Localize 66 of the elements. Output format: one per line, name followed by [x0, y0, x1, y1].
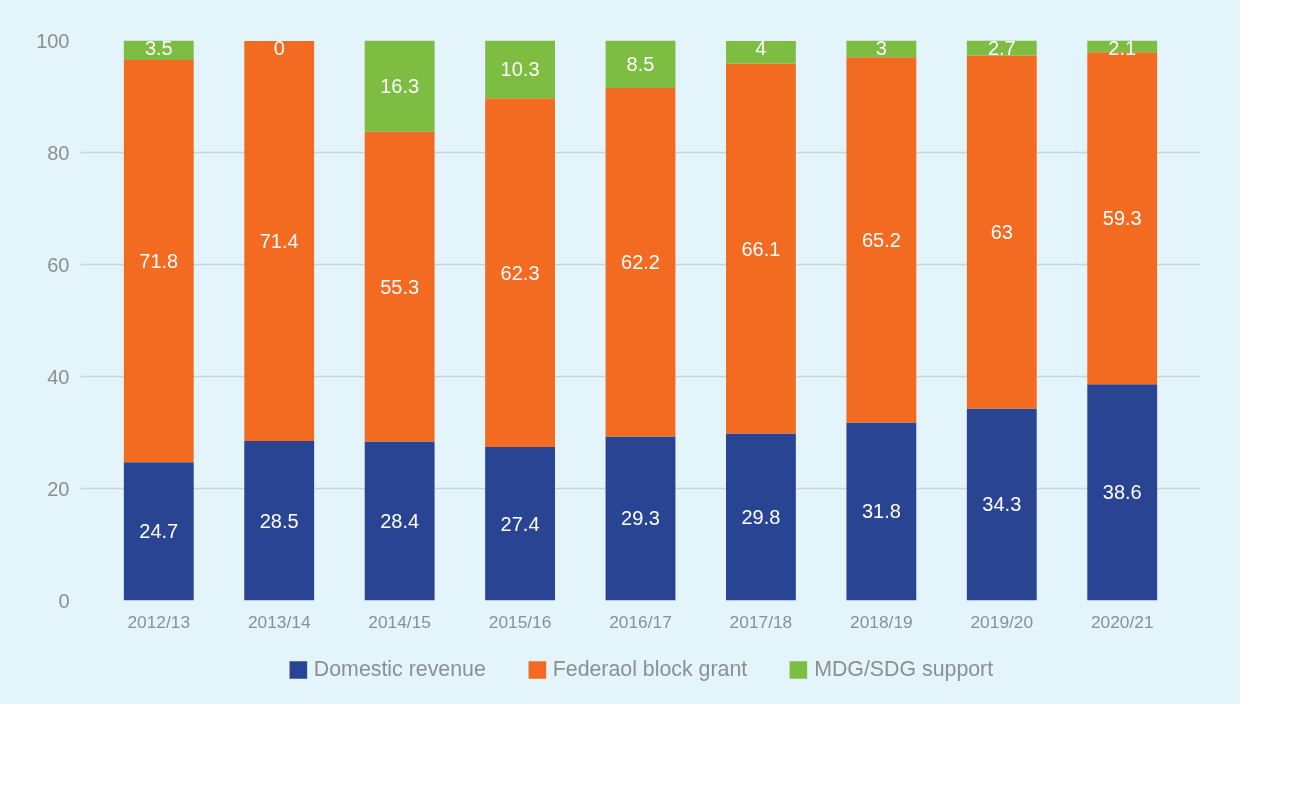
bar	[726, 63, 796, 434]
data-label: 28.4	[380, 509, 420, 532]
x-tick-label: 2015/16	[488, 611, 552, 632]
bar	[485, 447, 555, 601]
x-tick-label: 2012/13	[127, 611, 191, 632]
bar	[726, 41, 796, 64]
data-label: 62.3	[500, 261, 540, 284]
bar	[966, 408, 1037, 601]
legend-label: Domestic revenue	[313, 656, 486, 682]
y-tick-label: 60	[47, 253, 70, 276]
bar	[244, 41, 315, 441]
x-tick-label: 2017/18	[729, 611, 793, 632]
bar	[966, 55, 1037, 409]
bar	[364, 131, 435, 442]
data-label: 29.3	[621, 507, 660, 530]
legend-label: MDG/SDG support	[814, 656, 994, 682]
bar	[1087, 384, 1158, 601]
bar	[605, 40, 676, 89]
data-label: 65.2	[861, 228, 901, 251]
data-label: 31.8	[861, 500, 901, 523]
bar	[485, 40, 555, 99]
bar	[364, 40, 435, 132]
bar	[123, 60, 194, 463]
data-label: 2.7	[987, 36, 1016, 59]
y-tick-label: 20	[47, 477, 70, 500]
data-label: 66.1	[741, 237, 781, 260]
y-tick-label: 40	[47, 365, 70, 388]
data-label: 55.3	[380, 275, 420, 298]
data-label: 71.8	[139, 250, 179, 273]
y-tick-label: 0	[58, 589, 70, 612]
bar	[485, 98, 555, 448]
data-label: 10.3	[500, 58, 540, 81]
bar	[244, 440, 315, 601]
data-label: 16.3	[380, 75, 420, 98]
bar	[123, 462, 194, 601]
x-tick-label: 2016/17	[609, 611, 672, 632]
data-label: 8.5	[626, 53, 655, 76]
x-tick-label: 2014/15	[368, 611, 431, 632]
data-label: 0	[273, 37, 285, 60]
data-label: 3	[875, 36, 887, 59]
data-label: 38.6	[1102, 481, 1142, 504]
data-label: 63	[990, 221, 1013, 244]
bar	[605, 88, 676, 437]
y-tick-label: 80	[47, 141, 70, 164]
data-label: 3.5	[144, 36, 173, 59]
y-tick-label: 100	[36, 29, 70, 52]
bar	[846, 422, 917, 601]
data-label: 62.2	[621, 251, 660, 274]
x-tick-label: 2019/20	[970, 611, 1034, 632]
data-label: 34.3	[982, 493, 1022, 516]
data-label: 29.8	[741, 506, 781, 529]
bar	[846, 57, 917, 423]
bar	[726, 433, 796, 601]
x-tick-label: 2020/21	[1090, 611, 1154, 632]
data-label: 71.4	[259, 229, 299, 252]
data-label: 28.5	[259, 509, 299, 532]
x-tick-label: 2013/14	[247, 611, 311, 632]
data-label: 4	[755, 37, 767, 60]
data-label: 2.1	[1108, 36, 1137, 59]
bar	[605, 436, 676, 601]
data-label: 24.7	[139, 520, 179, 543]
x-tick-label: 2018/19	[850, 611, 913, 632]
data-label: 27.4	[500, 512, 540, 535]
data-label: 59.3	[1102, 207, 1142, 230]
bar	[364, 441, 435, 601]
legend-label: Federaol block grant	[552, 656, 748, 682]
